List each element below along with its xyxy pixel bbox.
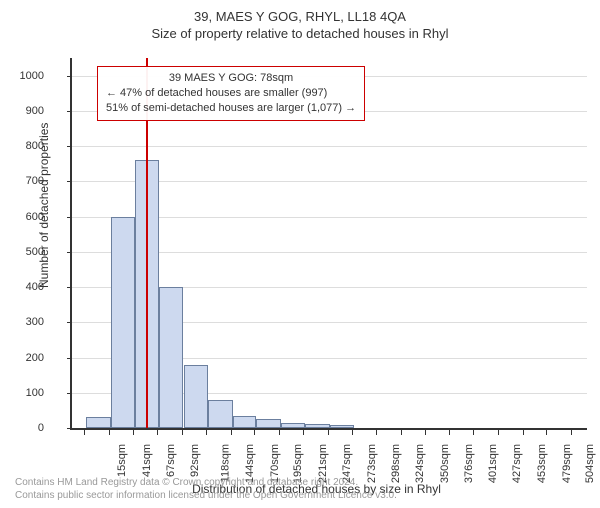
y-tick-label: 200 bbox=[14, 352, 44, 364]
histogram-bar bbox=[281, 423, 306, 428]
x-tick-mark bbox=[328, 430, 329, 435]
y-tick-label: 0 bbox=[14, 422, 44, 434]
y-tick-mark bbox=[67, 393, 72, 394]
y-tick-mark bbox=[67, 217, 72, 218]
y-tick-mark bbox=[67, 322, 72, 323]
x-tick-label: 401sqm bbox=[487, 444, 499, 483]
histogram-bar bbox=[305, 424, 330, 428]
histogram-bar bbox=[330, 425, 354, 428]
x-tick-mark bbox=[571, 430, 572, 435]
x-tick-mark bbox=[523, 430, 524, 435]
x-tick-mark bbox=[376, 430, 377, 435]
x-tick-mark bbox=[133, 430, 134, 435]
annotation-line1: 39 MAES Y GOG: 78sqm bbox=[106, 71, 356, 86]
x-tick-label: 504sqm bbox=[584, 444, 596, 483]
y-tick-mark bbox=[67, 428, 72, 429]
y-tick-label: 700 bbox=[14, 175, 44, 187]
footer-line1: Contains HM Land Registry data © Crown c… bbox=[15, 476, 397, 489]
page-subtitle: Size of property relative to detached ho… bbox=[0, 26, 600, 41]
x-tick-label: 453sqm bbox=[536, 444, 548, 483]
y-tick-mark bbox=[67, 252, 72, 253]
x-tick-mark bbox=[352, 430, 353, 435]
y-tick-label: 400 bbox=[14, 281, 44, 293]
x-tick-label: 376sqm bbox=[463, 444, 475, 483]
x-tick-label: 92sqm bbox=[189, 444, 201, 477]
y-tick-label: 900 bbox=[14, 105, 44, 117]
x-tick-mark bbox=[231, 430, 232, 435]
y-tick-mark bbox=[67, 181, 72, 182]
chart-container: Number of detached properties 39 MAES Y … bbox=[48, 58, 585, 453]
histogram-bar bbox=[256, 419, 281, 428]
y-tick-mark bbox=[67, 146, 72, 147]
x-tick-mark bbox=[279, 430, 280, 435]
page-title: 39, MAES Y GOG, RHYL, LL18 4QA bbox=[0, 8, 600, 26]
x-tick-label: 67sqm bbox=[165, 444, 177, 477]
x-tick-mark bbox=[449, 430, 450, 435]
y-tick-label: 800 bbox=[14, 140, 44, 152]
x-tick-mark bbox=[473, 430, 474, 435]
plot-area: 39 MAES Y GOG: 78sqm ← 47% of detached h… bbox=[70, 58, 587, 430]
x-tick-mark bbox=[401, 430, 402, 435]
y-ticks: 01002003004005006007008009001000 bbox=[14, 58, 44, 428]
y-tick-label: 300 bbox=[14, 316, 44, 328]
y-tick-label: 1000 bbox=[14, 70, 44, 82]
x-tick-mark bbox=[206, 430, 207, 435]
x-tick-mark bbox=[254, 430, 255, 435]
x-tick-mark bbox=[303, 430, 304, 435]
histogram-bar bbox=[111, 217, 136, 428]
y-tick-label: 100 bbox=[14, 387, 44, 399]
x-tick-mark bbox=[546, 430, 547, 435]
x-tick-mark bbox=[84, 430, 85, 435]
histogram-bar bbox=[208, 400, 233, 428]
x-tick-mark bbox=[425, 430, 426, 435]
x-tick-label: 427sqm bbox=[512, 444, 524, 483]
x-tick-label: 350sqm bbox=[439, 444, 451, 483]
y-tick-label: 500 bbox=[14, 246, 44, 258]
x-tick-mark bbox=[182, 430, 183, 435]
footer-line2: Contains public sector information licen… bbox=[15, 489, 397, 502]
x-tick-mark bbox=[498, 430, 499, 435]
annotation-box: 39 MAES Y GOG: 78sqm ← 47% of detached h… bbox=[97, 66, 365, 121]
x-tick-label: 479sqm bbox=[561, 444, 573, 483]
annotation-line3: 51% of semi-detached houses are larger (… bbox=[106, 101, 356, 116]
x-tick-mark bbox=[157, 430, 158, 435]
annotation-line2: ← 47% of detached houses are smaller (99… bbox=[106, 86, 356, 101]
histogram-bar bbox=[233, 416, 257, 428]
gridline bbox=[72, 146, 587, 147]
y-tick-mark bbox=[67, 358, 72, 359]
histogram-bar bbox=[86, 417, 111, 428]
histogram-bar bbox=[159, 287, 184, 428]
histogram-bar bbox=[184, 365, 209, 428]
x-tick-label: 41sqm bbox=[141, 444, 153, 477]
x-tick-label: 15sqm bbox=[116, 444, 128, 477]
x-tick-label: 324sqm bbox=[414, 444, 426, 483]
y-tick-label: 600 bbox=[14, 211, 44, 223]
footer-attribution: Contains HM Land Registry data © Crown c… bbox=[15, 476, 397, 502]
y-tick-mark bbox=[67, 287, 72, 288]
y-tick-mark bbox=[67, 76, 72, 77]
y-tick-mark bbox=[67, 111, 72, 112]
x-tick-mark bbox=[109, 430, 110, 435]
